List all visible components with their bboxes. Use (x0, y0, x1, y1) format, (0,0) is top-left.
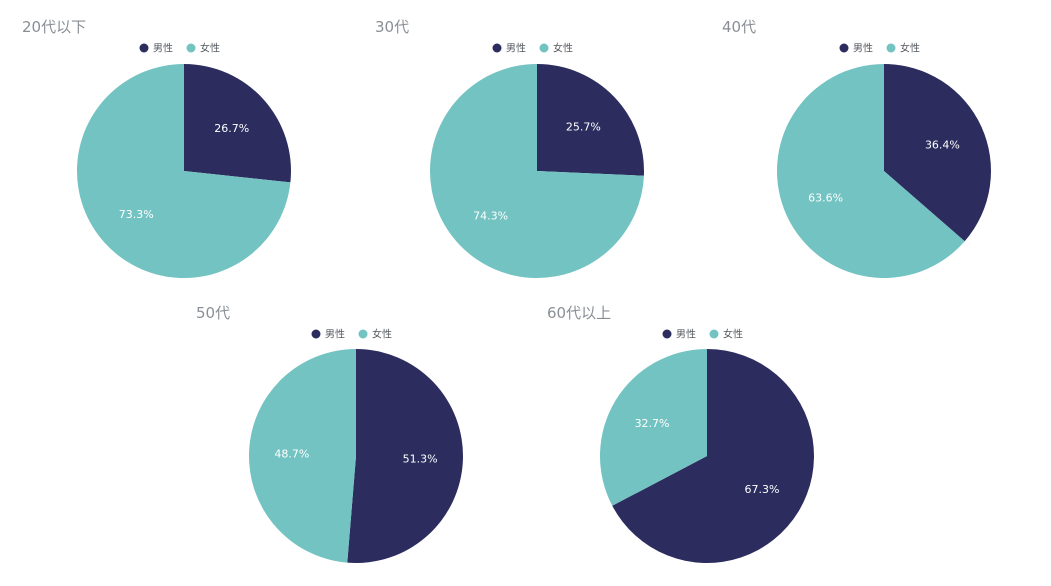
slice-label-female: 32.7% (635, 417, 670, 430)
legend-marker-female[interactable] (539, 43, 549, 53)
slice-label-female: 73.3% (119, 208, 154, 221)
slice-label-male: 25.7% (566, 121, 601, 134)
chart-title-40s: 40代 (722, 18, 757, 36)
pie-group-20s-and-under: 男性 女性 26.7% 73.3% (77, 42, 291, 278)
legend-marker-female[interactable] (886, 43, 896, 53)
legend-label-female: 女性 (553, 42, 573, 55)
pie-slice-male[interactable] (884, 64, 991, 242)
slice-label-male: 36.4% (925, 138, 960, 151)
legend-label-female: 女性 (900, 42, 920, 55)
legend-marker-female[interactable] (358, 329, 368, 339)
legend-label-female: 女性 (723, 328, 743, 341)
legend-label-male: 男性 (676, 328, 696, 341)
legend-marker-female[interactable] (709, 329, 719, 339)
pie-group-40s: 男性 女性 36.4% 63.6% (776, 42, 991, 278)
pie-slice-female[interactable] (429, 64, 644, 278)
legend-label-male: 男性 (153, 42, 173, 55)
pie-group-60s-and-over: 男性 女性 67.3% 32.7% (600, 328, 814, 563)
legend-marker-male[interactable] (492, 43, 502, 53)
chart-title-20s-and-under: 20代以下 (22, 18, 87, 36)
pie-slice-male[interactable] (537, 64, 644, 176)
chart-title-50s: 50代 (196, 304, 231, 322)
pie-slice-male[interactable] (612, 349, 814, 563)
pie-slice-female[interactable] (600, 348, 707, 506)
chart-title-30s: 30代 (375, 18, 410, 36)
slice-label-male: 26.7% (214, 122, 249, 135)
legend-label-female: 女性 (200, 42, 220, 55)
slice-label-female: 74.3% (473, 209, 508, 222)
pie-slice-male[interactable] (347, 349, 463, 563)
slice-label-male: 67.3% (744, 483, 779, 496)
legend-label-male: 男性 (853, 42, 873, 55)
slice-label-female: 63.6% (808, 192, 843, 205)
pie-slice-female[interactable] (776, 63, 965, 278)
legend-label-female: 女性 (372, 328, 392, 341)
pie-group-30s: 男性 女性 25.7% 74.3% (429, 42, 644, 278)
legend-marker-male[interactable] (311, 329, 321, 339)
legend-marker-male[interactable] (839, 43, 849, 53)
legend-label-male: 男性 (506, 42, 526, 55)
legend-marker-female[interactable] (186, 43, 196, 53)
slice-label-female: 48.7% (274, 447, 309, 460)
legend-label-male: 男性 (325, 328, 345, 341)
chart-title-60s-and-over: 60代以上 (547, 304, 612, 322)
legend-marker-male[interactable] (662, 329, 672, 339)
legend-marker-male[interactable] (139, 43, 149, 53)
pie-slice-female[interactable] (248, 348, 356, 563)
pie-group-50s: 男性 女性 51.3% 48.7% (248, 328, 463, 563)
slice-label-male: 51.3% (403, 453, 438, 466)
pie-slice-female[interactable] (77, 64, 291, 278)
pie-slice-male[interactable] (184, 64, 291, 183)
